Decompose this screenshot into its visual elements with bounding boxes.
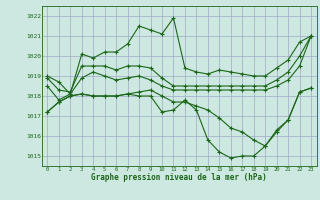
X-axis label: Graphe pression niveau de la mer (hPa): Graphe pression niveau de la mer (hPa) <box>91 173 267 182</box>
